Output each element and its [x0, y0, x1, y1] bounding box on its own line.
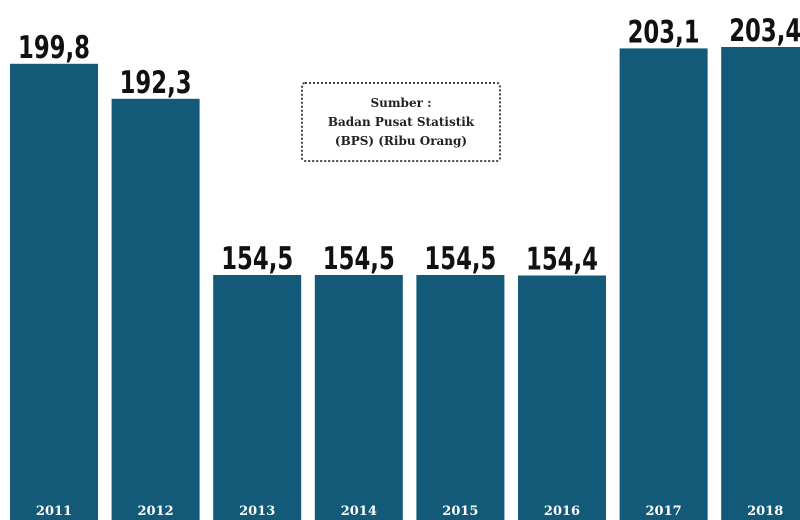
bar-2015: [416, 275, 505, 520]
source-note-line3: (BPS) (Ribu Orang): [334, 133, 468, 148]
bar-2013: [213, 275, 302, 520]
source-note: Sumber : Badan Pusat Statistik (BPS) (Ri…: [301, 82, 501, 162]
value-label-2018: 203,4: [729, 13, 800, 49]
bar-2014: [314, 275, 403, 520]
value-label-2014: 154,5: [323, 241, 395, 277]
value-label-2016: 154,4: [526, 242, 598, 278]
bar-2016: [518, 275, 606, 520]
value-label-2013: 154,5: [221, 241, 293, 277]
source-note-line1: Sumber :: [370, 95, 432, 110]
year-label-2016: 2016: [544, 504, 580, 519]
bar-2017: [619, 48, 708, 520]
value-label-2015: 154,5: [424, 241, 496, 277]
value-label-2011: 199,8: [18, 30, 90, 66]
year-label-2017: 2017: [646, 504, 682, 519]
year-label-2011: 2011: [36, 504, 72, 519]
year-label-2013: 2013: [239, 504, 275, 519]
year-label-2014: 2014: [341, 504, 377, 519]
source-note-line2: Badan Pusat Statistik: [327, 114, 475, 129]
value-label-2012: 192,3: [120, 65, 192, 101]
year-label-2018: 2018: [747, 504, 783, 519]
bar-2012: [111, 98, 200, 520]
bar-2018: [721, 47, 800, 520]
year-label-2012: 2012: [138, 504, 174, 519]
value-label-2017: 203,1: [628, 14, 700, 50]
year-label-2015: 2015: [442, 504, 478, 519]
bar-2011: [10, 63, 98, 520]
